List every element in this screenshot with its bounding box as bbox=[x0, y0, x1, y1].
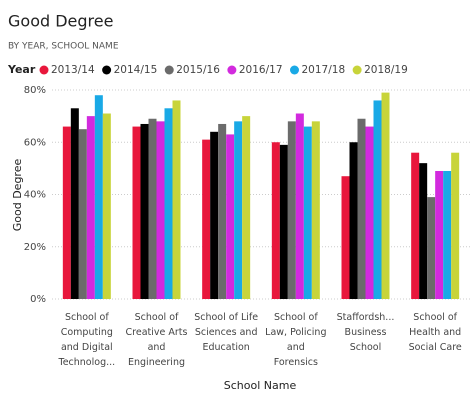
legend-marker bbox=[290, 65, 299, 75]
y-tick-label: 80% bbox=[24, 85, 46, 96]
bar bbox=[78, 129, 87, 299]
bar bbox=[148, 118, 157, 299]
bar bbox=[295, 113, 304, 299]
x-tick-label: School of Health and Social Care bbox=[408, 312, 462, 353]
bar bbox=[156, 121, 165, 299]
x-tick-label: School of Creative Arts and Engineering bbox=[125, 312, 188, 368]
y-tick-label: 60% bbox=[24, 137, 46, 148]
bar bbox=[218, 123, 227, 300]
legend-label: 2015/16 bbox=[176, 64, 220, 76]
bar bbox=[443, 170, 452, 299]
legend-marker bbox=[352, 65, 362, 75]
legend-title: Year bbox=[7, 63, 36, 76]
chart-subtitle: BY YEAR, SCHOOL NAME bbox=[8, 42, 119, 52]
bar bbox=[94, 95, 103, 299]
legend-label: 2014/15 bbox=[114, 64, 158, 76]
bar bbox=[365, 126, 374, 299]
x-tick-label: School of Life Sciences and Education bbox=[194, 312, 259, 353]
bar bbox=[234, 121, 243, 299]
legend-marker bbox=[227, 65, 237, 75]
bar bbox=[349, 142, 358, 299]
x-tick-label: School of Computing and Digital Technolo… bbox=[58, 312, 116, 368]
bar bbox=[271, 142, 280, 299]
bar bbox=[411, 152, 420, 299]
chart-title: Good Degree bbox=[8, 12, 113, 31]
legend-label: 2018/19 bbox=[364, 64, 408, 76]
bar bbox=[210, 131, 219, 299]
bar bbox=[427, 197, 436, 299]
legend-label: 2016/17 bbox=[239, 64, 283, 76]
bar bbox=[311, 121, 320, 299]
bar bbox=[357, 118, 366, 299]
bar bbox=[86, 116, 95, 299]
bar bbox=[279, 144, 288, 299]
y-tick-label: 0% bbox=[30, 294, 46, 305]
bar bbox=[373, 100, 382, 299]
y-axis-label: Good Degree bbox=[11, 159, 24, 232]
bar bbox=[202, 139, 211, 299]
bar bbox=[226, 134, 235, 299]
y-tick-label: 40% bbox=[24, 190, 46, 201]
legend-marker bbox=[164, 65, 174, 75]
bar bbox=[419, 163, 428, 299]
bar bbox=[381, 92, 390, 299]
bar bbox=[70, 108, 79, 299]
bar bbox=[102, 113, 111, 299]
legend-label: 2017/18 bbox=[302, 64, 346, 76]
bar bbox=[62, 126, 71, 299]
bar bbox=[451, 152, 460, 299]
bar bbox=[287, 121, 296, 299]
x-tick-label: School of Law, Policing and Forensics bbox=[265, 312, 327, 368]
bar bbox=[303, 126, 312, 299]
legend-marker bbox=[39, 65, 49, 75]
y-tick-label: 20% bbox=[24, 242, 46, 253]
bar bbox=[132, 126, 141, 299]
legend-label: 2013/14 bbox=[51, 64, 95, 76]
bar bbox=[172, 100, 181, 299]
x-axis-label: School Name bbox=[224, 379, 297, 392]
bar bbox=[435, 170, 444, 299]
bar bbox=[164, 108, 173, 299]
legend-marker bbox=[102, 65, 112, 75]
bar bbox=[242, 116, 251, 299]
bar bbox=[341, 176, 350, 299]
bar bbox=[140, 123, 149, 300]
x-tick-label: Staffordsh... Business School bbox=[336, 312, 395, 353]
